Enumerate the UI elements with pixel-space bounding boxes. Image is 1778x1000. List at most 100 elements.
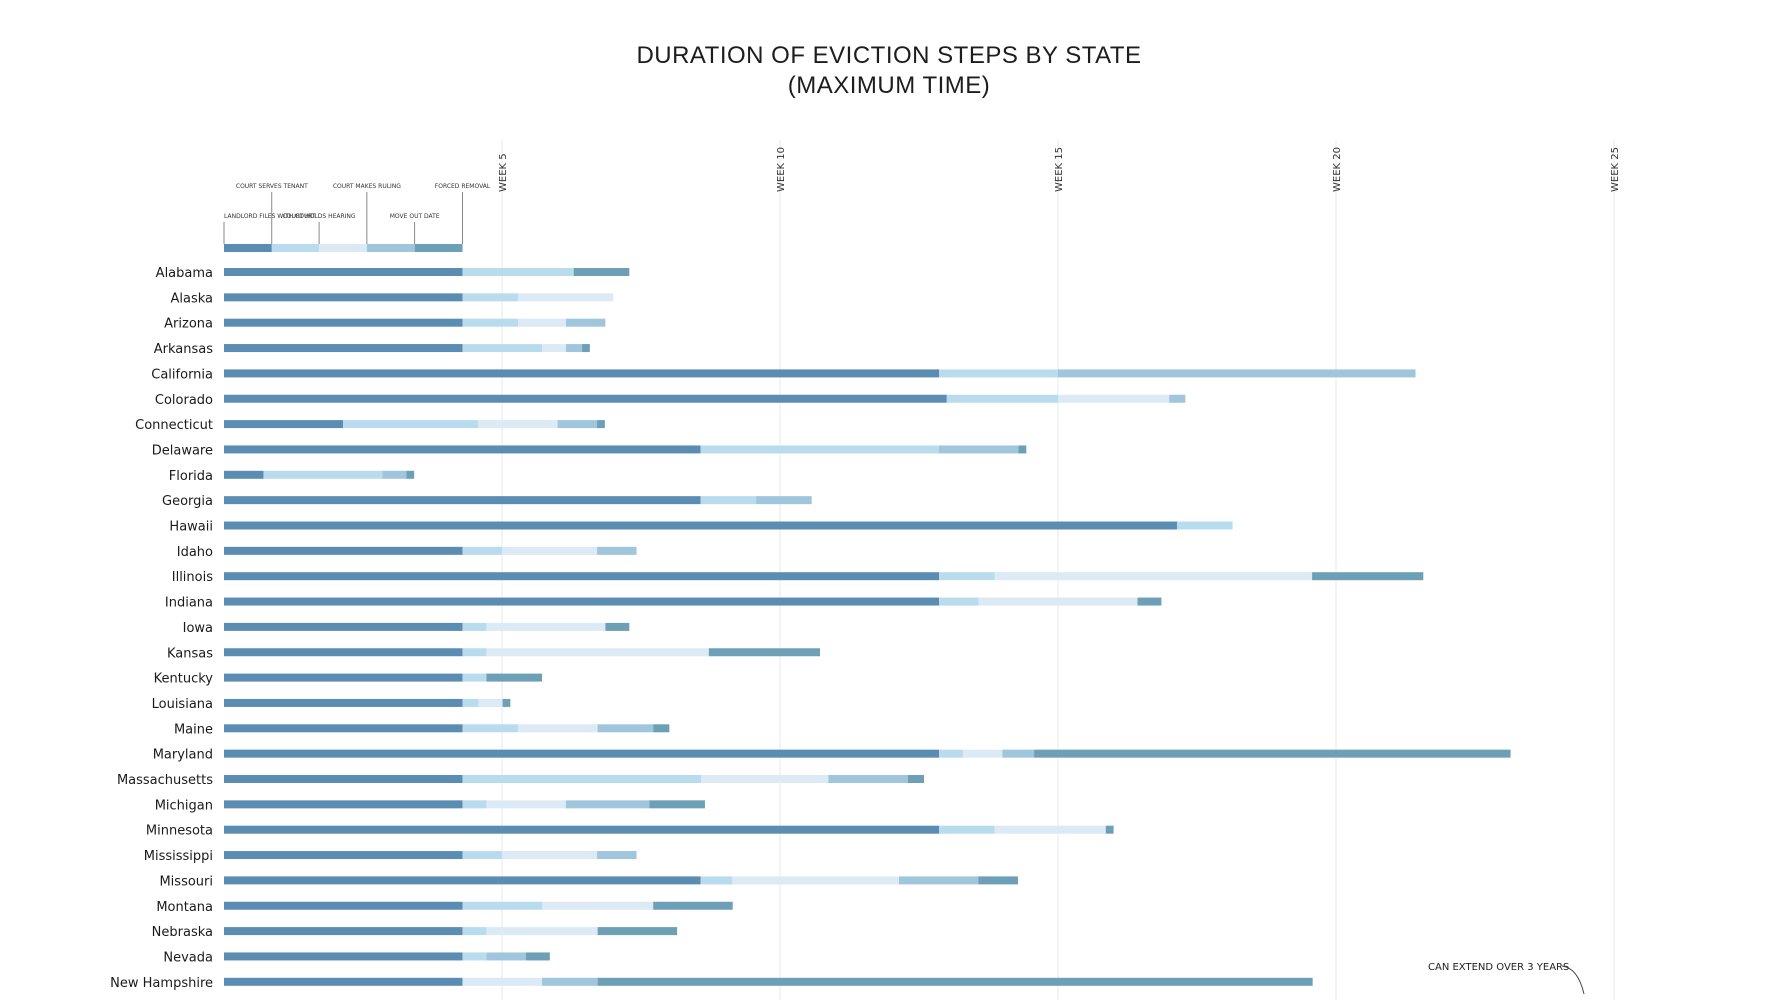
legend-swatch <box>224 244 272 252</box>
bar-segment-4 <box>898 876 979 885</box>
bar-segment-1 <box>224 496 701 505</box>
bar-segment-4 <box>486 952 526 961</box>
legend-label: COURT HOLDS HEARING <box>283 213 356 220</box>
bar-segment-4 <box>1058 369 1416 378</box>
bar-segment-1 <box>224 420 343 429</box>
x-tick-label: WEEK 25 <box>1610 147 1621 192</box>
bar-segment-4 <box>542 977 598 986</box>
bar-segment-2 <box>462 648 487 657</box>
bar-segment-5 <box>525 952 550 961</box>
bar-segment-3 <box>478 420 558 429</box>
bar-segment-4 <box>828 775 908 783</box>
bar-segment-3 <box>518 724 598 733</box>
bar-segment-2 <box>462 800 487 809</box>
annotation-note: CAN EXTEND OVER 3 YEARS <box>1428 962 1585 995</box>
x-tick-label: WEEK 10 <box>776 147 787 192</box>
state-label: Nevada <box>163 950 213 965</box>
bar-segment-3 <box>518 318 566 327</box>
state-label: Kansas <box>167 646 213 661</box>
bar-segment-4 <box>565 344 583 353</box>
bar-segment-5 <box>1105 825 1114 834</box>
bar-segment-2 <box>462 546 502 555</box>
bar-segment-1 <box>224 622 463 631</box>
bar-segment-5 <box>406 470 415 479</box>
state-label: Minnesota <box>146 824 213 839</box>
chart-title: DURATION OF EVICTION STEPS BY STATE <box>636 42 1142 69</box>
bar-segment-5 <box>978 876 1018 885</box>
bar-segment-2 <box>462 901 543 910</box>
bar-segment-1 <box>224 445 701 454</box>
week-gridlines <box>501 140 1615 1000</box>
bar-segment-4 <box>597 546 637 555</box>
legend-label: COURT MAKES RULING <box>333 183 401 190</box>
bar-segment-5 <box>907 775 925 783</box>
bar-segment-4 <box>756 496 812 505</box>
legend-swatch <box>271 244 320 252</box>
bar-segment-2 <box>462 952 487 961</box>
bar-segment-2 <box>462 851 502 860</box>
bar-segment-1 <box>224 318 463 327</box>
annotation-text: CAN EXTEND OVER 3 YEARS <box>1428 962 1569 973</box>
bar-segment-3 <box>701 775 829 783</box>
legend-swatch <box>319 244 367 252</box>
bar-segment-4 <box>565 318 606 327</box>
bar-segment-2 <box>462 268 574 276</box>
bar-segment-2 <box>462 724 519 733</box>
bar-segment-2 <box>462 673 487 682</box>
legend-label: MOVE OUT DATE <box>390 213 440 220</box>
bar-segment-2 <box>263 470 383 479</box>
state-label: Kentucky <box>154 672 214 687</box>
bar-segment-3 <box>462 977 543 986</box>
bar-segment-5 <box>1137 597 1162 606</box>
bar-segment-1 <box>224 673 463 682</box>
bar-segment-1 <box>224 952 463 961</box>
bar-segment-4 <box>597 851 637 860</box>
state-label: California <box>151 367 213 382</box>
bar-segment-2 <box>939 369 1058 378</box>
bar-segment-3 <box>994 825 1106 834</box>
bar-segment-4 <box>557 420 598 429</box>
bar-segment-1 <box>224 572 940 581</box>
bar-segment-2 <box>939 597 979 606</box>
bar-segment-1 <box>224 749 940 758</box>
bar-segment-5 <box>573 268 630 276</box>
bar-segment-3 <box>486 927 598 936</box>
annotation-curve <box>1561 965 1585 995</box>
bar-segment-4 <box>382 470 407 479</box>
bar-segment-2 <box>939 825 995 834</box>
state-label: Missouri <box>159 874 213 889</box>
state-label: Hawaii <box>169 520 213 535</box>
bar-segment-2 <box>1176 521 1233 530</box>
bar-segment-3 <box>962 749 1003 758</box>
bar-segment-3 <box>732 876 899 885</box>
legend-swatch <box>414 244 463 252</box>
bar-segment-3 <box>1058 394 1170 403</box>
bar-segment-1 <box>224 851 463 860</box>
legend-label: LANDLORD FILES WITH COURT <box>224 213 316 220</box>
state-label: Alaska <box>170 291 213 306</box>
bar-segment-1 <box>224 597 940 606</box>
legend-label: COURT SERVES TENANT <box>236 183 308 190</box>
bar-segment-2 <box>700 496 757 505</box>
bar-segment-2 <box>462 344 543 353</box>
bar-segment-1 <box>224 521 1177 530</box>
bar-segment-2 <box>462 318 519 327</box>
bar-segment-1 <box>224 470 264 479</box>
bar-segment-5 <box>605 622 630 631</box>
bar-segment-5 <box>1034 749 1511 758</box>
bar-segment-1 <box>224 344 463 353</box>
bar-segment-3 <box>486 622 606 631</box>
state-label: Montana <box>156 900 213 915</box>
legend: LANDLORD FILES WITH COURT COURT SERVES TE… <box>223 183 491 252</box>
state-label: Delaware <box>152 443 213 458</box>
bar-segment-5 <box>653 724 670 733</box>
bar-segment-1 <box>224 901 463 910</box>
bar-segment-2 <box>462 622 487 631</box>
bar-segment-2 <box>342 420 479 429</box>
bar-segment-5 <box>597 927 678 936</box>
bar-segment-3 <box>518 293 614 302</box>
bar-segment-5 <box>597 977 1313 986</box>
chart-subtitle: (MAXIMUM TIME) <box>787 72 991 99</box>
state-label: Massachusetts <box>117 773 213 788</box>
